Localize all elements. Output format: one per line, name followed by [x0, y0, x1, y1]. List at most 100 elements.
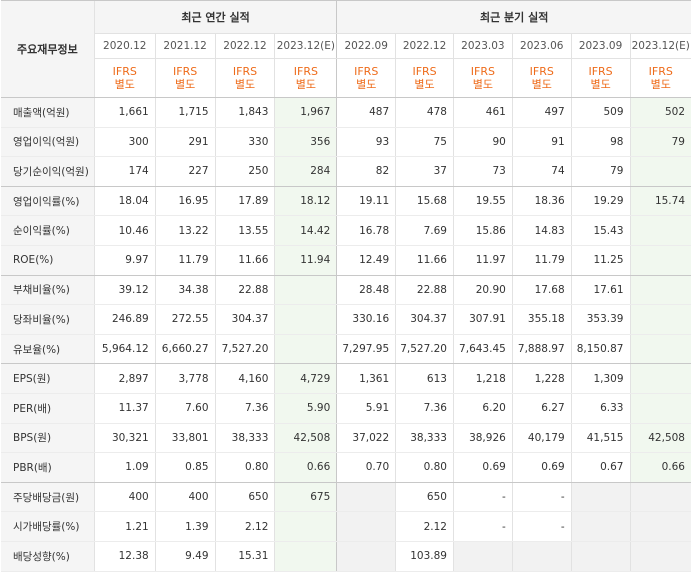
- row-label: 매출액(억원): [1, 97, 95, 128]
- quarter-value-cell: 11.79: [511, 245, 572, 276]
- quarter-value-cell: 12.49: [336, 245, 396, 276]
- quarter-value-cell: 19.29: [570, 186, 630, 217]
- quarter-value-cell: [629, 245, 691, 276]
- annual-value-cell: 291: [154, 127, 216, 158]
- annual-value-cell: 18.04: [93, 186, 156, 217]
- annual-value-cell: 650: [214, 482, 275, 513]
- quarter-value-cell: [629, 156, 691, 187]
- row-label: 영업이익률(%): [1, 186, 95, 217]
- quarter-value-cell: 7.36: [395, 393, 454, 424]
- quarter-value-cell: [336, 482, 396, 513]
- quarter-value-cell: [570, 511, 630, 542]
- quarter-value-cell: 19.55: [452, 186, 513, 217]
- quarter-value-cell: 22.88: [395, 275, 454, 306]
- quarter-value-cell: 75: [395, 127, 454, 158]
- annual-period-2020: 2020.12: [93, 33, 156, 59]
- quarter-period-2022-09: 2022.09: [336, 33, 396, 59]
- basis-ifrs-label: IFRS: [112, 65, 137, 78]
- basis-separate-label: 별도: [114, 78, 135, 91]
- quarter-value-cell: 14.83: [511, 215, 572, 246]
- quarter-value-cell: -: [511, 511, 572, 542]
- basis-separate-label: 별도: [650, 78, 671, 91]
- quarter-value-cell: 73: [452, 156, 513, 187]
- quarter-value-cell: 15.43: [570, 215, 630, 246]
- quarter-value-cell: 355.18: [511, 304, 572, 335]
- quarter-value-cell: [336, 541, 396, 572]
- annual-value-cell: 7.60: [154, 393, 216, 424]
- basis-ifrs-separate: IFRS 별도: [395, 58, 454, 98]
- quarter-value-cell: 478: [395, 97, 454, 128]
- table-row: 영업이익(억원) 300 291 330 356 93 75 90 91 98 79: [1, 127, 691, 158]
- annual-value-cell: 13.55: [214, 215, 275, 246]
- annual-value-cell: 1.39: [154, 511, 216, 542]
- annual-value-cell: 18.12: [274, 186, 337, 217]
- annual-value-cell: 12.38: [93, 541, 156, 572]
- annual-value-cell: 300: [93, 127, 156, 158]
- quarter-value-cell: 20.90: [452, 275, 513, 306]
- quarter-value-cell: -: [452, 482, 513, 513]
- table-row: PBR(배) 1.09 0.85 0.80 0.66 0.70 0.80 0.69 0.69 0.…: [1, 452, 691, 483]
- basis-ifrs-separate: IFRS 별도: [274, 58, 337, 98]
- annual-value-cell: 4,160: [214, 363, 275, 394]
- quarter-value-cell: [511, 541, 572, 572]
- annual-value-cell: 1,843: [214, 97, 275, 128]
- quarter-value-cell: 650: [395, 482, 454, 513]
- quarter-value-cell: 497: [511, 97, 572, 128]
- annual-value-cell: 22.88: [214, 275, 275, 306]
- table-row: 부채비율(%) 39.12 34.38 22.88 28.48 22.88 20.90 17.…: [1, 275, 691, 306]
- row-label: ROE(%): [1, 245, 95, 276]
- quarter-period-2023-09: 2023.09: [570, 33, 630, 59]
- quarter-value-cell: 461: [452, 97, 513, 128]
- quarter-value-cell: 7.69: [395, 215, 454, 246]
- table-row: 배당성향(%) 12.38 9.49 15.31 103.89: [1, 541, 691, 572]
- row-label: 부채비율(%): [1, 275, 95, 306]
- table-row: PER(배) 11.37 7.60 7.36 5.90 5.91 7.36 6.20 6.27 6…: [1, 393, 691, 424]
- quarter-value-cell: [629, 363, 691, 394]
- quarter-value-cell: 304.37: [395, 304, 454, 335]
- annual-value-cell: 16.95: [154, 186, 216, 217]
- quarter-value-cell: 37: [395, 156, 454, 187]
- basis-ifrs-label: IFRS: [470, 65, 495, 78]
- annual-period-2023e: 2023.12(E): [274, 33, 337, 59]
- basis-ifrs-separate: IFRS 별도: [629, 58, 691, 98]
- basis-ifrs-separate: IFRS 별도: [93, 58, 156, 98]
- annual-value-cell: 0.66: [274, 452, 337, 483]
- quarter-value-cell: [629, 304, 691, 335]
- quarter-value-cell: 15.68: [395, 186, 454, 217]
- table-row: ROE(%) 9.97 11.79 11.66 11.94 12.49 11.66 11.97…: [1, 245, 691, 276]
- basis-ifrs-label: IFRS: [648, 65, 673, 78]
- table-row: 매출액(억원) 1,661 1,715 1,843 1,967 487 478 461 497 5…: [1, 97, 691, 128]
- quarter-value-cell: 2.12: [395, 511, 454, 542]
- annual-value-cell: 11.79: [154, 245, 216, 276]
- quarter-value-cell: [629, 215, 691, 246]
- annual-value-cell: 2,897: [93, 363, 156, 394]
- quarter-value-cell: 0.69: [452, 452, 513, 483]
- quarter-value-cell: [452, 541, 513, 572]
- quarter-value-cell: [629, 275, 691, 306]
- annual-value-cell: 7,527.20: [214, 334, 275, 365]
- quarter-value-cell: 37,022: [336, 423, 396, 454]
- quarter-value-cell: 353.39: [570, 304, 630, 335]
- quarter-value-cell: 11.97: [452, 245, 513, 276]
- annual-section-title: 최근 연간 실적: [93, 0, 337, 34]
- annual-value-cell: 5,964.12: [93, 334, 156, 365]
- annual-value-cell: 1,661: [93, 97, 156, 128]
- quarter-period-2023-03: 2023.03: [452, 33, 513, 59]
- quarter-value-cell: 38,926: [452, 423, 513, 454]
- annual-value-cell: [274, 275, 337, 306]
- quarter-value-cell: 7,643.45: [452, 334, 513, 365]
- annual-value-cell: 400: [93, 482, 156, 513]
- basis-separate-label: 별도: [356, 78, 377, 91]
- annual-value-cell: 38,333: [214, 423, 275, 454]
- annual-value-cell: 7.36: [214, 393, 275, 424]
- basis-ifrs-separate: IFRS 별도: [214, 58, 275, 98]
- annual-value-cell: 39.12: [93, 275, 156, 306]
- table-row: 주당배당금(원) 400 400 650 675 650- -: [1, 482, 691, 513]
- annual-value-cell: 9.49: [154, 541, 216, 572]
- annual-value-cell: [274, 541, 337, 572]
- row-label: 시가배당률(%): [1, 511, 95, 542]
- annual-value-cell: 6,660.27: [154, 334, 216, 365]
- quarter-value-cell: 82: [336, 156, 396, 187]
- table-row: 영업이익률(%) 18.04 16.95 17.89 18.12 19.11 15.68 19…: [1, 186, 691, 217]
